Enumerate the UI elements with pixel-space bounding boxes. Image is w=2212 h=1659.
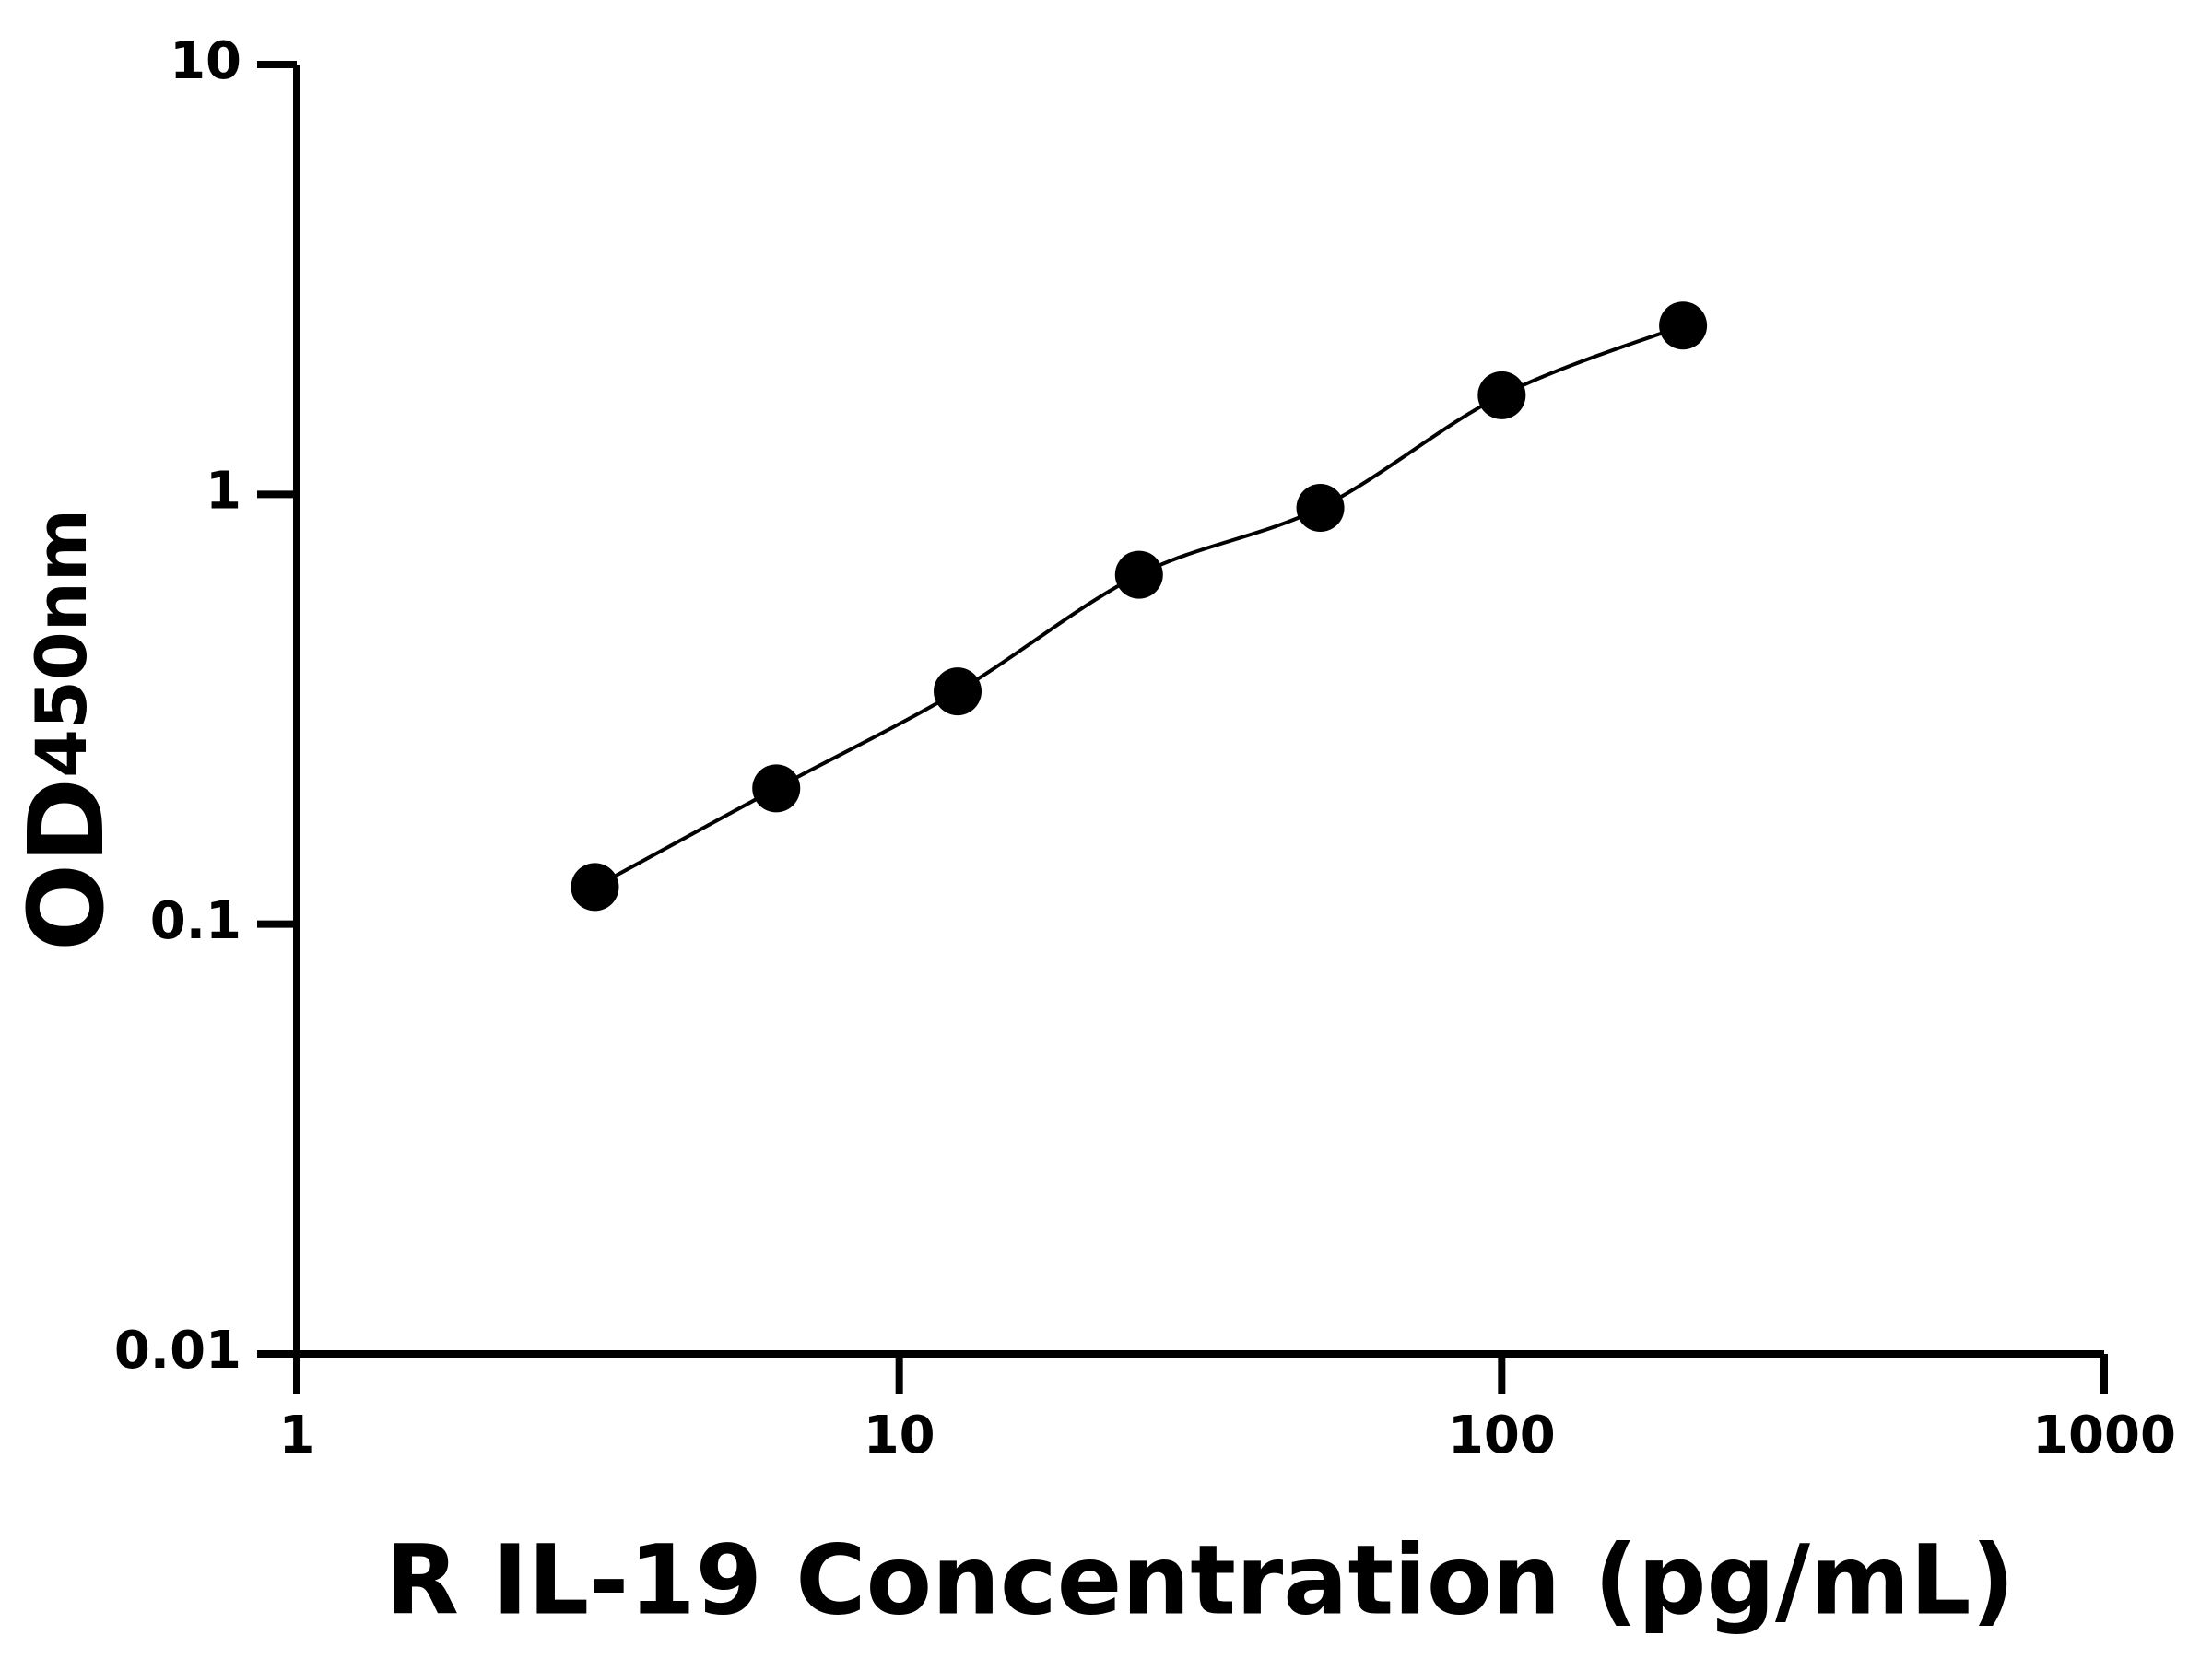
x-tick-label: 1 xyxy=(279,1406,315,1465)
x-tick-label: 100 xyxy=(1448,1406,1556,1465)
data-point xyxy=(1296,484,1345,533)
y-tick-label: 0.01 xyxy=(114,1321,241,1381)
y-tick-label: 1 xyxy=(206,461,241,521)
data-point xyxy=(1114,550,1163,599)
x-axis-label: R IL-19 Concentration (pg/mL) xyxy=(385,1524,2015,1636)
data-point xyxy=(1659,301,1708,350)
data-point xyxy=(752,764,801,813)
data-point xyxy=(571,863,619,912)
y-axis-label-main: OD xyxy=(7,778,127,951)
x-tick-label: 10 xyxy=(864,1406,935,1465)
y-axis-label: OD450nm xyxy=(7,509,127,951)
y-tick-label: 10 xyxy=(170,31,241,91)
y-axis-label-subscript: 450nm xyxy=(20,509,102,778)
data-point xyxy=(934,667,982,716)
y-tick-label: 0.1 xyxy=(150,891,241,951)
data-point xyxy=(1477,371,1526,419)
x-tick-label: 1000 xyxy=(2032,1406,2176,1465)
